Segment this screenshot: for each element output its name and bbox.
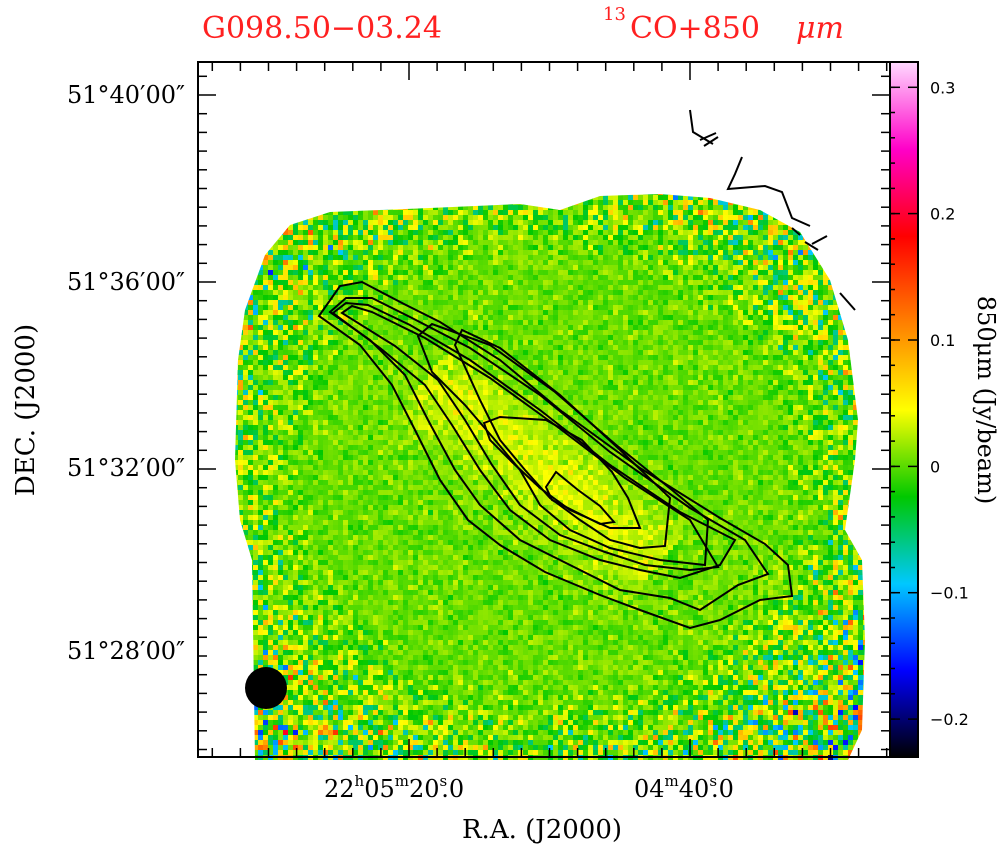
colorbar-tick-label: −0.2 — [930, 710, 969, 729]
x-tick-minutes-unit: m — [395, 772, 409, 790]
contour-line — [317, 280, 794, 630]
x-tick-seconds: 40 — [679, 775, 710, 803]
contour-fragment — [791, 227, 801, 236]
contour-line — [482, 415, 642, 529]
colorbar-tick-label: 0 — [930, 457, 940, 476]
x-tick-minutes: 05 — [364, 775, 395, 803]
x-tick-fraction: 0 — [719, 775, 734, 803]
x-tick-seconds: 20 — [409, 775, 440, 803]
tracer-title: 13 CO+850 μm — [603, 4, 844, 46]
x-tick-minutes: 04 — [634, 775, 665, 803]
colorbar: 0.3 0.2 0.1 0 −0.1 −0.2 850μm (Jy/beam) — [889, 61, 1000, 758]
y-tick-labels: 51°40′00″ 51°36′00″ 51°32′00″ 51°28′00″ — [67, 81, 185, 665]
y-axis-label: DEC. (J2000) — [11, 324, 41, 496]
y-tick-label: 51°28′00″ — [67, 637, 185, 665]
tracer-title-text: CO+850 — [630, 11, 760, 46]
map-panel — [197, 61, 891, 760]
x-tick-hours-unit: h — [355, 772, 365, 790]
source-title: G098.50−03.24 — [202, 11, 442, 46]
intensity-map — [235, 194, 865, 760]
frame-ticks — [198, 62, 890, 757]
tracer-title-sup: 13 — [603, 4, 626, 25]
x-tick-minutes-unit: m — [665, 772, 679, 790]
colorbar-tick-labels: 0.3 0.2 0.1 0 −0.1 −0.2 — [930, 78, 969, 729]
colorbar-tick-label: 0.3 — [930, 78, 955, 97]
contour-line — [340, 304, 720, 572]
colorbar-gradient — [890, 62, 918, 758]
contour-line — [328, 297, 770, 612]
colorbar-tick-label: −0.1 — [930, 584, 969, 603]
contour-line — [331, 301, 737, 580]
x-tick-fraction: 0 — [449, 775, 464, 803]
x-tick-decimal: . — [711, 775, 719, 803]
contour-fragment — [726, 156, 811, 227]
contour-line — [544, 470, 616, 526]
x-tick-label-2: 04m40s.0 — [634, 772, 734, 803]
beam-marker — [245, 667, 287, 709]
colorbar-tick-label: 0.1 — [930, 331, 955, 350]
x-tick-seconds-unit: s — [709, 772, 717, 790]
y-tick-label: 51°32′00″ — [67, 454, 185, 482]
x-tick-hours: 22 — [324, 775, 355, 803]
colorbar-ticks — [890, 61, 918, 720]
contour-fragment — [839, 292, 856, 311]
y-tick-label: 51°36′00″ — [67, 268, 185, 296]
contour-fragment — [804, 241, 819, 251]
x-tick-seconds-unit: s — [440, 772, 448, 790]
contour-line — [453, 328, 672, 550]
y-tick-label: 51°40′00″ — [67, 81, 185, 109]
x-tick-label-1: 22h05m20s.0 — [324, 772, 464, 803]
colorbar-frame — [889, 61, 919, 758]
contour-fragment — [689, 109, 714, 145]
x-axis-label: R.A. (J2000) — [462, 815, 622, 845]
x-tick-decimal: . — [441, 775, 449, 803]
tracer-title-unit: μm — [796, 11, 844, 46]
contour-fragments — [689, 109, 856, 311]
contour-fragment — [811, 235, 828, 245]
contour-fragment — [699, 132, 717, 141]
colorbar-label: 850μm (Jy/beam) — [972, 296, 1000, 504]
co-contours — [317, 280, 794, 630]
colorbar-tick-label: 0.2 — [930, 205, 955, 224]
contour-fragment — [703, 136, 719, 147]
